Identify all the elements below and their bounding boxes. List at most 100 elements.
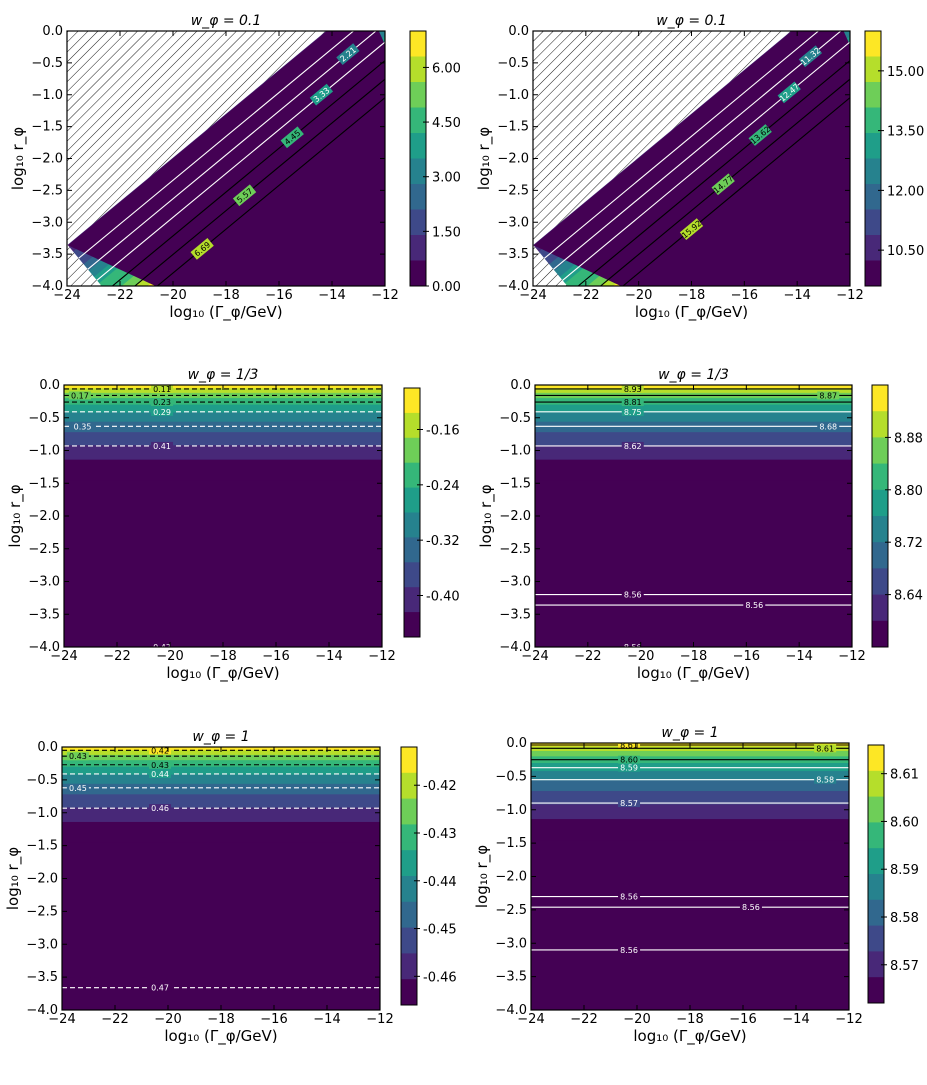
y-tick-label: −3.5 — [497, 247, 529, 262]
colorbar-segment — [410, 107, 426, 134]
colorbar-tick-label: 8.61 — [890, 768, 919, 783]
y-tick-label: −3.0 — [31, 215, 63, 230]
y-tick-label: −4.0 — [497, 279, 529, 294]
contour-label-gap — [621, 441, 644, 450]
y-tick-label: −2.5 — [31, 183, 63, 198]
x-tick-label: −20 — [156, 649, 183, 664]
y-tick-label: −4.0 — [26, 1003, 58, 1018]
colorbar-segment — [401, 772, 417, 799]
contour-label-gap — [232, 184, 257, 207]
contour-line — [622, 96, 850, 286]
colorbar-segment — [410, 184, 426, 210]
colorbar-tick-label: 3.00 — [432, 171, 461, 186]
colorbar-segment — [404, 412, 420, 439]
colorbar-segment — [401, 798, 417, 825]
colorbar-segment — [410, 235, 426, 261]
colorbar-segment — [865, 82, 881, 108]
panel-title: w_φ = 0.1 — [191, 13, 262, 29]
contour-label: 0.43 — [69, 752, 87, 761]
colorbar-segment — [868, 796, 884, 823]
contour-label: 8.62 — [624, 442, 642, 451]
contour-label: 1.10 — [362, 7, 381, 25]
y-tick-label: −1.5 — [497, 120, 529, 135]
contour-label-gap — [149, 804, 172, 813]
contour-label: 0.46 — [151, 804, 169, 813]
y-tick-label: −4.0 — [31, 279, 63, 294]
colorbar-segment — [401, 876, 417, 903]
contour-label: 8.58 — [816, 776, 834, 785]
x-axis-label: log₁₀ (Γ_φ/GeV) — [166, 664, 279, 683]
colorbar-tick-label: -0.45 — [423, 923, 457, 938]
contour-label: 10.17 — [820, 10, 843, 32]
contour-label-gap — [748, 124, 772, 146]
x-tick-label: −16 — [265, 288, 292, 303]
y-tick-label: 0.0 — [37, 740, 58, 755]
y-tick-label: 0.0 — [39, 378, 60, 393]
y-tick-label: −4.0 — [28, 640, 60, 655]
colorbar-segment — [872, 489, 888, 517]
colorbar-segment — [872, 463, 888, 491]
contour-line — [562, 41, 850, 281]
contour-label-gap — [66, 783, 89, 792]
x-tick-label: −12 — [836, 288, 863, 303]
x-tick-label: −22 — [101, 1012, 128, 1027]
colorbar-tick-label: 8.80 — [894, 484, 923, 499]
contour-band — [62, 750, 380, 756]
x-axis-label: log₁₀ (Γ_φ/GeV) — [637, 664, 750, 683]
y-tick-label: −3.0 — [495, 936, 527, 951]
y-tick-label: −0.5 — [497, 56, 529, 71]
x-tick-label: −14 — [785, 649, 812, 664]
panel-title: w_φ = 1 — [661, 725, 718, 741]
contour-label: 8.61 — [620, 741, 638, 750]
contour-label: 0.23 — [153, 398, 171, 407]
panel-title: w_φ = 1/3 — [658, 367, 729, 383]
contour-label: 8.56 — [624, 591, 642, 600]
contour-band — [535, 421, 852, 433]
contour-band — [531, 751, 849, 757]
contour-label: 8.56 — [620, 893, 638, 902]
y-axis-label: log₁₀ r_φ — [9, 127, 28, 190]
contour-label-gap — [151, 398, 174, 407]
contour-label: 8.59 — [620, 764, 638, 773]
contour-label-gap — [618, 945, 641, 954]
plot-area: 0.11 0.17 0.230.29 0.35 0.41 0.47 — [64, 385, 382, 647]
colorbar-tick-label: 8.64 — [894, 589, 923, 604]
contour-label-gap — [711, 173, 735, 196]
x-tick-label: −18 — [212, 288, 239, 303]
contour-label: 0.44 — [151, 770, 169, 779]
contour-label-gap — [336, 43, 360, 66]
colorbar-tick-label: -0.46 — [423, 970, 457, 985]
colorbar-segment — [410, 158, 426, 185]
colorbar-segment — [868, 770, 884, 797]
contour-label: 8.81 — [624, 398, 642, 407]
y-tick-label: −3.0 — [26, 937, 58, 952]
colorbar-frame — [403, 387, 421, 638]
x-tick-label: −24 — [48, 1012, 75, 1027]
contour-band — [531, 819, 849, 841]
y-tick-label: 0.0 — [506, 736, 527, 751]
contour-band — [535, 388, 852, 394]
colorbar-segment — [872, 620, 888, 648]
colorbar-segment — [404, 537, 420, 563]
x-axis-label: log₁₀ (Γ_φ/GeV) — [633, 1027, 746, 1046]
colorbar-frame — [864, 30, 882, 287]
contour-line — [111, 59, 385, 286]
colorbar-segment — [872, 411, 888, 438]
contour-label-gap — [149, 769, 172, 778]
colorbar-frame — [871, 384, 889, 648]
contour-label: 0.42 — [151, 746, 169, 755]
contour-label-gap — [618, 763, 641, 772]
contour-band — [531, 771, 849, 781]
y-tick-label: −2.0 — [499, 509, 531, 524]
colorbar-tick-label: 4.50 — [432, 116, 461, 131]
contour-band — [531, 804, 849, 820]
contour-label-gap — [66, 752, 89, 761]
colorbar-segment — [865, 209, 881, 236]
x-tick-label: −14 — [783, 288, 810, 303]
colorbar-tick-label: 1.50 — [432, 225, 461, 240]
y-tick-label: −1.5 — [26, 839, 58, 854]
y-tick-label: −3.5 — [499, 607, 531, 622]
colorbar-segment — [401, 850, 417, 877]
contour-label-gap — [817, 391, 840, 400]
contour-label-gap — [814, 775, 837, 784]
